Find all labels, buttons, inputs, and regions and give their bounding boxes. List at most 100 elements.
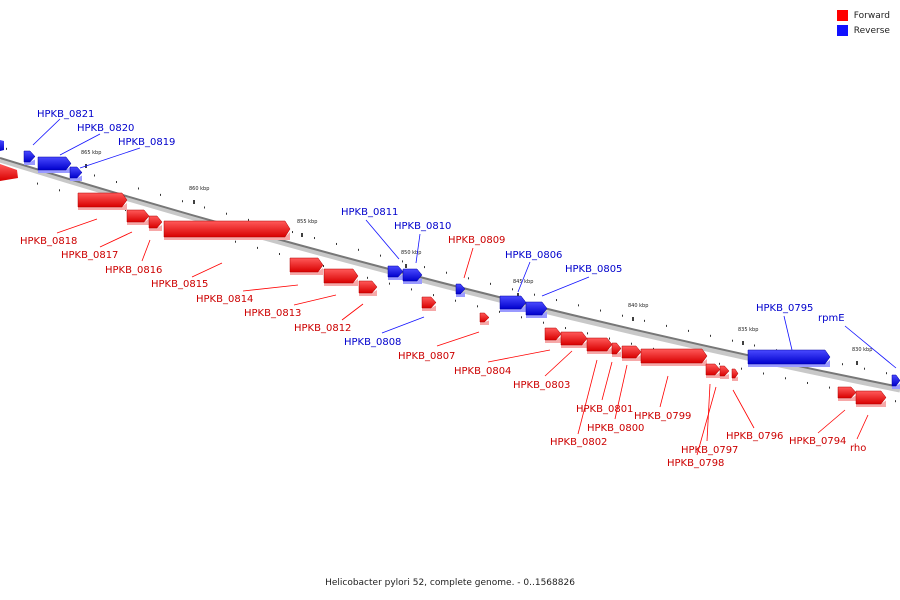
scale-tick-minor [512,288,513,291]
gene-hpkb_0806[interactable] [499,295,527,312]
gene-hpkb_0811[interactable] [387,265,404,280]
gene-arrow [705,363,721,376]
gene-hpkb_0795[interactable] [747,349,831,367]
scale-tick-minor [490,282,491,285]
gene-hpkb_0818[interactable] [77,192,128,210]
gene-label[interactable]: HPKB_0801 [576,404,633,415]
gene-hpkb_0820[interactable] [37,156,72,173]
gene-label[interactable]: HPKB_0809 [448,235,505,246]
scale-tick-minor [556,299,557,302]
gene-hpkb_0816[interactable] [148,215,163,231]
gene-label[interactable]: HPKB_0819 [118,137,175,148]
label-leader-line [415,233,421,264]
gene-label[interactable]: HPKB_0804 [454,366,511,377]
gene-label[interactable]: HPKB_0800 [587,423,644,434]
scale-tick-minor [389,282,390,285]
scale-tick-minor [138,187,139,190]
gene-hpkb_0813[interactable] [323,268,359,286]
gene-label[interactable]: HPKB_0816 [105,265,162,276]
gene-hpkb_0801[interactable] [611,342,622,357]
gene-underside [720,374,729,379]
gene-underside [164,232,290,240]
scale-tick-minor [578,304,579,307]
gene-label[interactable]: HPKB_0805 [565,264,622,275]
gene-label[interactable]: HPKB_0821 [37,109,94,120]
scale-tick-minor [279,252,280,255]
gene-arrow [525,301,548,316]
label-leader-line [32,118,61,146]
scale-tick-minor [688,329,689,332]
label-leader-line [99,231,133,248]
gene-hpkb_0809[interactable] [421,296,437,311]
gene-hpkb_0817[interactable] [126,209,150,225]
gene-label[interactable]: HPKB_0811 [341,207,398,218]
gene-label[interactable]: HPKB_0795 [756,303,813,314]
gene-arrow [719,365,730,377]
gene-label[interactable]: rho [850,443,866,454]
scale-tick-minor [468,277,469,280]
gene-hpkb_0803[interactable] [560,331,588,348]
gene-hpkb_0812[interactable] [358,280,378,296]
scale-tick-minor [732,339,733,342]
genome-caption: Helicobacter pylori 52, complete genome.… [325,578,575,588]
gene-label[interactable]: HPKB_0802 [550,437,607,448]
gene-rho[interactable] [855,390,887,407]
scale-tick-minor [367,276,368,279]
scale-tick-label: 865 kbp [81,150,101,156]
gene-hpkb_0797[interactable] [719,365,730,379]
gene-hpkb_0805[interactable] [525,301,548,318]
gene-label[interactable]: HPKB_0813 [244,308,301,319]
gene-hpkb_0807[interactable] [479,312,490,325]
gene-hpkb_0796[interactable] [731,368,739,381]
gene-label[interactable]: HPKB_0807 [398,351,455,362]
scale-tick-minor [446,271,447,274]
label-leader-line [601,361,613,401]
scale-tick-minor [402,260,403,263]
scale-tick-minor [499,310,500,313]
gene-label[interactable]: HPKB_0808 [344,337,401,348]
gene-hpkb_0802[interactable] [586,337,613,354]
label-leader-line [381,316,425,334]
gene-label[interactable]: HPKB_0799 [634,411,691,422]
gene-label[interactable]: HPKB_0814 [196,294,253,305]
label-leader-line [817,409,846,434]
scale-tick-label: 850 kbp [401,250,421,256]
label-leader-line [706,383,711,442]
gene-hpkb_0815[interactable] [163,220,291,240]
gene-hpkb_0814[interactable] [289,257,324,275]
scale-tick-minor [741,367,742,370]
label-leader-line [436,331,480,347]
scale-tick-minor [292,231,293,234]
gene-label[interactable]: HPKB_0803 [513,380,570,391]
gene-label[interactable]: HPKB_0798 [667,458,724,469]
gene-hpkb_0794[interactable] [837,386,857,401]
gene-hpkb_0810[interactable] [402,268,423,284]
gene-label[interactable]: rpmE [818,313,845,324]
scale-tick-minor [94,174,95,177]
gene-label[interactable]: HPKB_0796 [726,431,783,442]
gene-arrow [358,280,378,294]
gene-label[interactable]: HPKB_0794 [789,436,846,447]
gene-label[interactable]: HPKB_0812 [294,323,351,334]
gene-label[interactable]: HPKB_0810 [394,221,451,232]
gene-hpkb_0821[interactable] [23,150,36,165]
gene-hpkb_0808[interactable] [455,283,466,297]
gene-label[interactable]: HPKB_0806 [505,250,562,261]
gene-hpkb_0799[interactable] [640,348,708,366]
gene-label[interactable]: HPKB_0817 [61,250,118,261]
scale-tick-minor [314,237,315,240]
gene-label[interactable]: HPKB_0815 [151,279,208,290]
gene-rpme[interactable] [891,374,900,389]
gene-label[interactable]: HPKB_0797 [681,445,738,456]
gene-label[interactable]: HPKB_0818 [20,236,77,247]
gene-hpkb_0800[interactable] [621,345,642,361]
label-leader-line [696,386,717,456]
scale-tick-label: 835 kbp [738,327,758,333]
label-leader-line [79,147,141,169]
gene-hpkb_0819[interactable] [69,166,83,181]
scale-tick-minor [543,321,544,324]
scale-ticks: 865 kbp 860 kbp 855 kbp 850 kbp 845 kbp 840 k… [6,147,896,403]
gene-hpkb_0804[interactable] [544,327,562,343]
gene-label[interactable]: HPKB_0820 [77,123,134,134]
gene-hpkb_0798[interactable] [705,363,721,378]
